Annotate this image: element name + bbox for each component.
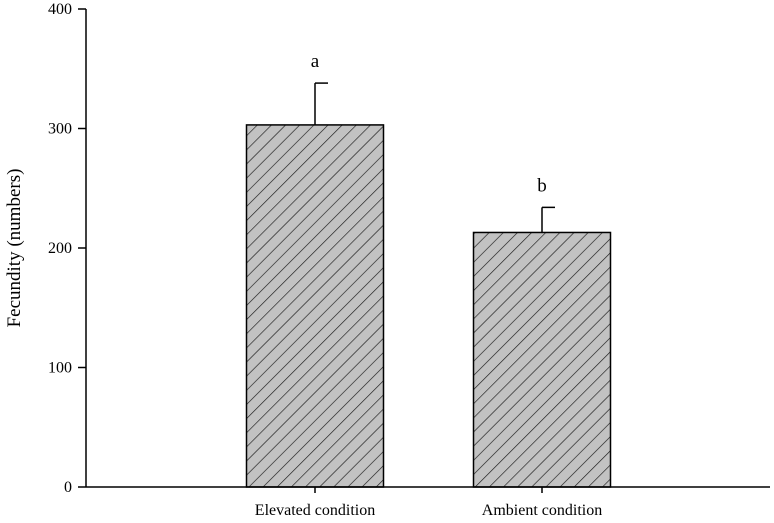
axes-layer	[78, 8, 770, 493]
bar-2	[472, 231, 612, 488]
significance-label-1: a	[311, 51, 320, 72]
error-bars-layer	[314, 82, 555, 233]
labels-layer: a Elevated condition b Ambient condition 0 10…	[48, 1, 602, 519]
y-tick-label-1: 100	[48, 360, 72, 377]
significance-label-2: b	[537, 175, 547, 196]
y-tick-label-3: 300	[48, 121, 72, 138]
y-axis-title: Fecundity (numbers)	[4, 169, 25, 328]
x-tick-label-1: Elevated condition	[255, 502, 375, 519]
y-tick-label-0: 0	[64, 479, 72, 496]
y-tick-label-4: 400	[48, 1, 72, 18]
x-tick-label-2: Ambient condition	[482, 502, 602, 519]
bars-layer	[245, 124, 612, 488]
bar-1	[245, 124, 385, 488]
y-tick-label-2: 200	[48, 240, 72, 257]
